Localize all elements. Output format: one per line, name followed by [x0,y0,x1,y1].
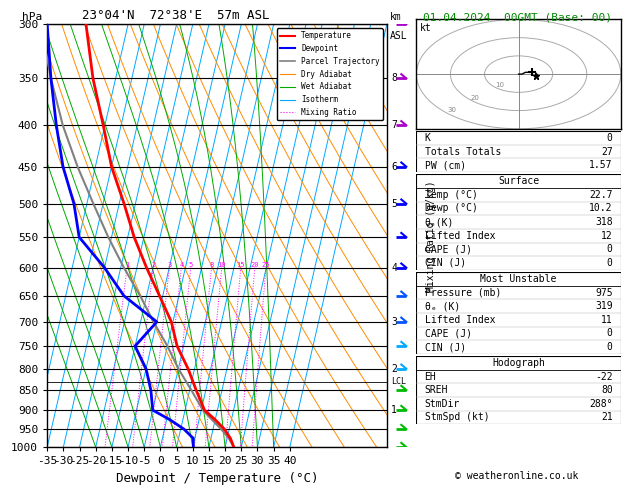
Text: hPa: hPa [21,12,42,22]
Text: 0: 0 [607,342,613,352]
Text: Surface: Surface [498,176,539,186]
Text: 0: 0 [607,258,613,268]
Text: 5: 5 [391,199,397,208]
Text: Pressure (mb): Pressure (mb) [425,288,501,297]
Text: EH: EH [425,372,437,382]
Text: 288°: 288° [589,399,613,409]
Text: Lifted Index: Lifted Index [425,231,495,241]
Text: 319: 319 [595,301,613,311]
Text: kt: kt [420,23,431,33]
Text: 01.04.2024  00GMT (Base: 00): 01.04.2024 00GMT (Base: 00) [423,12,611,22]
Text: 5: 5 [189,262,193,268]
Text: 8: 8 [391,73,397,84]
Text: 975: 975 [595,288,613,297]
Text: Lifted Index: Lifted Index [425,315,495,325]
Text: 10: 10 [495,82,504,88]
Text: CAPE (J): CAPE (J) [425,244,472,254]
Text: 1.57: 1.57 [589,160,613,170]
Text: 12: 12 [601,231,613,241]
Text: 15: 15 [237,262,245,268]
Text: 1: 1 [125,262,129,268]
Text: 2: 2 [151,262,155,268]
Text: Hodograph: Hodograph [492,358,545,368]
Text: StmSpd (kt): StmSpd (kt) [425,413,489,422]
X-axis label: Dewpoint / Temperature (°C): Dewpoint / Temperature (°C) [116,472,318,485]
Text: 27: 27 [601,147,613,156]
Text: km: km [390,12,402,22]
Text: ASL: ASL [390,31,408,41]
Text: 3: 3 [167,262,172,268]
Text: 7: 7 [391,121,397,130]
Text: CAPE (J): CAPE (J) [425,329,472,338]
Text: 11: 11 [601,315,613,325]
Text: 0: 0 [607,133,613,143]
Text: 22.7: 22.7 [589,190,613,200]
Text: 2: 2 [391,364,397,374]
Text: 21: 21 [601,413,613,422]
Text: 4: 4 [179,262,184,268]
Text: 0: 0 [607,244,613,254]
Text: Temp (°C): Temp (°C) [425,190,477,200]
Text: Mixing Ratio (g/kg): Mixing Ratio (g/kg) [426,180,436,292]
Text: 20: 20 [250,262,259,268]
Text: PW (cm): PW (cm) [425,160,465,170]
Text: 1: 1 [391,405,397,415]
Text: 20: 20 [471,95,480,101]
Text: 23°04'N  72°38'E  57m ASL: 23°04'N 72°38'E 57m ASL [82,9,270,22]
Text: SREH: SREH [425,385,448,395]
Text: Totals Totals: Totals Totals [425,147,501,156]
Text: 8: 8 [209,262,214,268]
Text: 80: 80 [601,385,613,395]
Text: -22: -22 [595,372,613,382]
Text: Most Unstable: Most Unstable [481,274,557,284]
Text: © weatheronline.co.uk: © weatheronline.co.uk [455,471,579,481]
Text: K: K [425,133,430,143]
Text: 10.2: 10.2 [589,204,613,213]
Text: 25: 25 [262,262,270,268]
Text: StmDir: StmDir [425,399,460,409]
Text: LCL: LCL [391,377,406,386]
Text: 3: 3 [391,317,397,327]
Text: Dewp (°C): Dewp (°C) [425,204,477,213]
Legend: Temperature, Dewpoint, Parcel Trajectory, Dry Adiabat, Wet Adiabat, Isotherm, Mi: Temperature, Dewpoint, Parcel Trajectory… [277,28,383,120]
Text: 4: 4 [391,263,397,273]
Text: 10: 10 [218,262,226,268]
Text: 318: 318 [595,217,613,227]
Text: CIN (J): CIN (J) [425,258,465,268]
Text: 0: 0 [607,329,613,338]
Text: θₑ(K): θₑ(K) [425,217,454,227]
Text: 6: 6 [391,162,397,172]
Text: CIN (J): CIN (J) [425,342,465,352]
Text: θₑ (K): θₑ (K) [425,301,460,311]
Text: 30: 30 [447,107,456,113]
